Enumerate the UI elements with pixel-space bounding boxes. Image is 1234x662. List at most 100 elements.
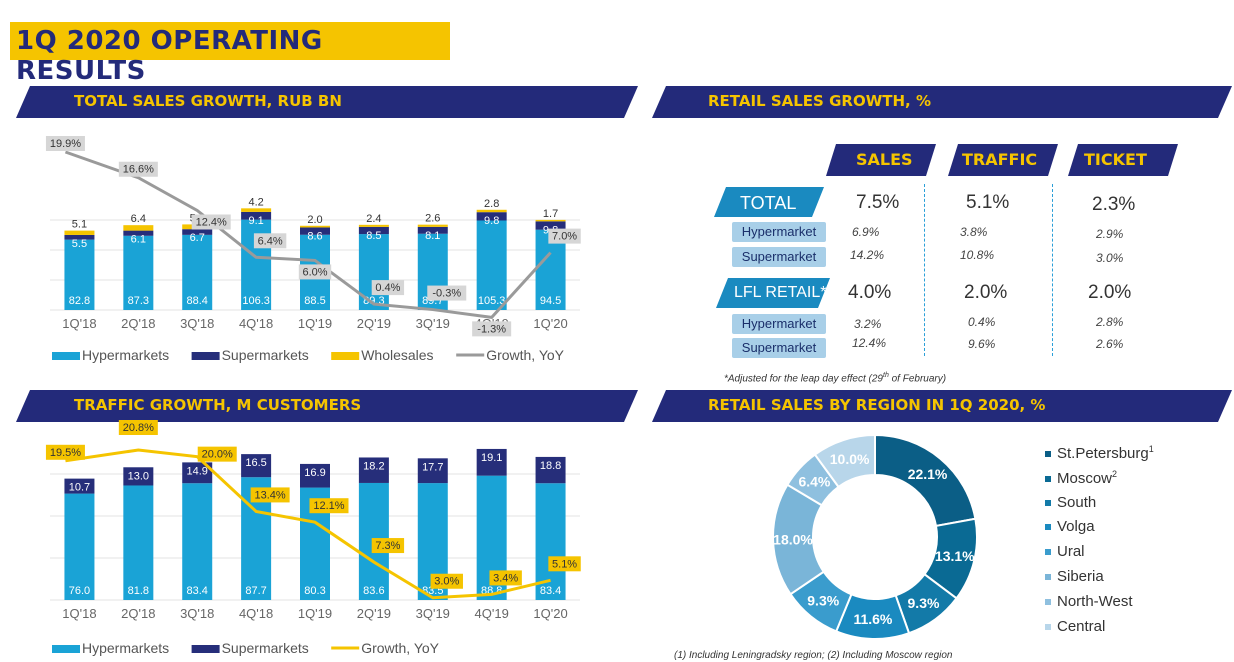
bar-supermarkets bbox=[182, 229, 213, 235]
legend-swatch bbox=[1045, 598, 1051, 605]
col-header-sales: SALES bbox=[856, 150, 913, 169]
donut-slice-label: 9.3% bbox=[908, 595, 940, 611]
legend-label: Supermarkets bbox=[222, 347, 309, 363]
region-legend-item: Central bbox=[1045, 618, 1105, 635]
legend-label: Volga bbox=[1057, 518, 1095, 536]
donut-slice-label: 10.0% bbox=[830, 451, 870, 467]
bar-value-label: 88.5 bbox=[304, 295, 325, 307]
bar-value-label: 94.5 bbox=[540, 295, 561, 307]
bar-supermarkets bbox=[300, 227, 330, 235]
bar-value-label: 16.9 bbox=[304, 467, 325, 479]
x-tick-label: 4Q'19 bbox=[475, 606, 509, 621]
lfl-hyper-traffic: 0.4% bbox=[968, 315, 996, 329]
legend-swatch bbox=[52, 645, 80, 653]
growth-label: 19.5% bbox=[50, 447, 81, 459]
legend-swatch bbox=[1045, 499, 1051, 506]
growth-label-box bbox=[548, 556, 581, 572]
bar-value-label: 14.9 bbox=[187, 465, 208, 477]
bar-wholesales bbox=[535, 219, 566, 222]
legend-footnote-marker: 2 bbox=[1112, 468, 1118, 479]
total-sales: 7.5% bbox=[856, 192, 900, 213]
bar-value-label: 81.8 bbox=[128, 585, 149, 597]
legend-label: North-West bbox=[1057, 592, 1133, 610]
x-tick-label: 3Q'18 bbox=[180, 316, 214, 331]
bar-wholesales bbox=[300, 225, 330, 228]
x-tick-label: 3Q'19 bbox=[416, 606, 450, 621]
x-tick-label: 2Q'18 bbox=[121, 316, 155, 331]
donut-slice-central bbox=[813, 433, 876, 489]
growth-label-box bbox=[548, 228, 581, 244]
retail-growth-banner: RETAIL SALES GROWTH, % bbox=[652, 86, 1232, 118]
bar-value-label: 88.4 bbox=[187, 295, 208, 307]
growth-line bbox=[64, 150, 552, 319]
legend-swatch bbox=[1045, 451, 1051, 458]
growth-label-box bbox=[45, 444, 85, 460]
bar-hypermarkets bbox=[123, 235, 154, 310]
page-title: 1Q 2020 OPERATING RESULTS bbox=[16, 26, 323, 86]
donut-slice-label: 9.3% bbox=[807, 593, 839, 609]
super-sales: 14.2% bbox=[850, 248, 885, 262]
bar-value-label: 6.7 bbox=[190, 232, 205, 244]
row-label-hypermarket: Hypermarket bbox=[732, 222, 826, 242]
bar-value-label: 9.1 bbox=[248, 215, 263, 227]
donut-slice-label: 6.4% bbox=[798, 474, 830, 490]
column-divider bbox=[1052, 184, 1053, 356]
bar-value-label: 2.4 bbox=[366, 213, 381, 225]
bar-hypermarkets bbox=[123, 485, 154, 600]
region-footnote: (1) Including Leningradsky region; (2) I… bbox=[674, 650, 953, 661]
bar-value-label: 80.3 bbox=[304, 585, 325, 597]
leap-day-footnote: *Adjusted for the leap day effect (29th … bbox=[724, 372, 946, 384]
bar-value-label: 76.0 bbox=[69, 585, 90, 597]
bar-value-label: 106.3 bbox=[242, 295, 270, 307]
bar-value-label: 5.1 bbox=[72, 219, 87, 231]
retail-growth-title: RETAIL SALES GROWTH, % bbox=[708, 92, 931, 110]
col-header-traffic: TRAFFIC bbox=[962, 150, 1038, 169]
growth-label-box bbox=[253, 233, 287, 249]
bar-value-label: 18.8 bbox=[540, 460, 561, 472]
x-tick-label: 2Q'19 bbox=[357, 606, 391, 621]
growth-label: 7.3% bbox=[375, 540, 400, 552]
growth-label: 12.4% bbox=[196, 217, 227, 229]
donut-slice-label: 11.6% bbox=[853, 611, 892, 627]
bar-supermarkets bbox=[123, 230, 154, 236]
growth-label: -0.3% bbox=[432, 288, 461, 300]
bar-hypermarkets bbox=[64, 493, 95, 600]
page-title-box: 1Q 2020 OPERATING RESULTS bbox=[10, 22, 450, 86]
legend-swatch bbox=[191, 645, 220, 653]
legend-swatch bbox=[52, 352, 80, 360]
bar-wholesales bbox=[241, 208, 272, 212]
bar-supermarkets bbox=[535, 456, 566, 484]
region-legend-item: St.Petersburg1 bbox=[1045, 444, 1154, 462]
growth-label-box bbox=[430, 573, 463, 589]
traffic-chart-banner: TRAFFIC GROWTH, M CUSTOMERS bbox=[16, 390, 638, 422]
lfl-super-traffic: 9.6% bbox=[968, 337, 996, 351]
bar-value-label: 83.4 bbox=[187, 585, 208, 597]
legend-swatch bbox=[191, 352, 220, 360]
sales-chart: 82.85.55.11Q'1887.36.16.42Q'1888.46.75.6… bbox=[45, 136, 581, 363]
x-tick-label: 3Q'18 bbox=[180, 606, 214, 621]
legend-label: South bbox=[1057, 493, 1097, 511]
bar-supermarkets bbox=[476, 212, 507, 221]
donut-slice-label: 22.1% bbox=[908, 466, 948, 482]
lfl-super-ticket: 2.6% bbox=[1096, 337, 1124, 351]
bar-wholesales bbox=[417, 224, 448, 227]
legend-label: Growth, YoY bbox=[486, 347, 564, 363]
footnote-sup: th bbox=[883, 372, 889, 379]
bar-wholesales bbox=[123, 225, 154, 231]
growth-label-box bbox=[197, 446, 237, 462]
lfl-hyper-ticket: 2.8% bbox=[1096, 315, 1124, 329]
x-tick-label: 4Q'18 bbox=[239, 316, 273, 331]
lfl-ticket: 2.0% bbox=[1088, 282, 1132, 303]
bar-supermarkets bbox=[476, 448, 507, 476]
growth-label: 20.8% bbox=[123, 422, 154, 434]
legend-swatch bbox=[1045, 549, 1051, 556]
legend-swatch bbox=[1045, 524, 1051, 531]
region-legend-item: North-West bbox=[1045, 593, 1133, 610]
region-legend-item: Volga bbox=[1045, 518, 1095, 535]
growth-label-box bbox=[489, 570, 522, 586]
bar-value-label: 2.0 bbox=[307, 214, 322, 226]
bar-supermarkets bbox=[358, 457, 389, 483]
row-label-lfl-supermarket: Supermarket bbox=[732, 338, 826, 358]
x-tick-label: 1Q'18 bbox=[62, 606, 96, 621]
growth-label: 3.4% bbox=[493, 572, 518, 584]
